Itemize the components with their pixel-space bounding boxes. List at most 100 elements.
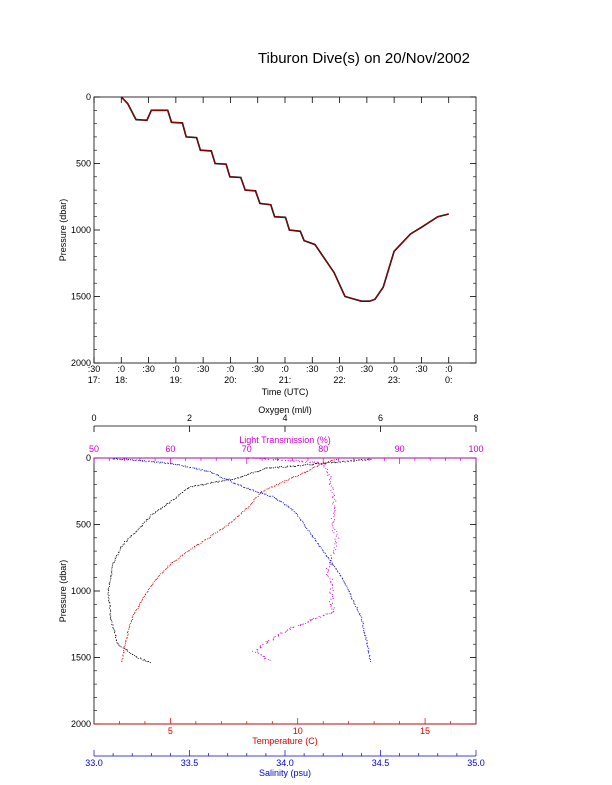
salinity-point	[207, 470, 209, 472]
temperature-point	[292, 476, 295, 478]
oxygen-point	[178, 494, 180, 496]
oxygen-point	[180, 493, 182, 495]
oxygen-point	[282, 466, 284, 468]
temperature-point	[311, 467, 313, 469]
light-point	[328, 601, 331, 603]
light-point	[263, 658, 265, 660]
light-tick-label: 100	[468, 444, 483, 454]
oxygen-point	[126, 541, 128, 543]
oxygen-point	[117, 554, 119, 556]
temperature-point	[254, 497, 256, 499]
oxygen-point	[129, 536, 131, 538]
light-point	[265, 458, 267, 460]
temperature-point	[196, 543, 198, 546]
light-point	[336, 533, 338, 535]
temperature-point	[163, 570, 165, 572]
oxygen-point	[145, 520, 147, 522]
temperature-point	[179, 557, 181, 559]
oxygen-point	[165, 503, 167, 505]
light-axis-label: Light Transmission (%)	[239, 435, 331, 445]
temperature-point	[214, 532, 217, 534]
light-point	[301, 460, 303, 462]
oxygen-point	[257, 471, 259, 473]
oxygen-point	[112, 626, 114, 629]
temperature-point	[232, 519, 234, 521]
temperature-point	[173, 560, 175, 562]
temperature-point	[248, 506, 250, 508]
oxygen-point	[300, 465, 302, 467]
salinity-point	[367, 646, 369, 648]
oxygen-point	[359, 459, 361, 461]
temperature-point	[155, 578, 158, 580]
oxygen-point	[254, 471, 256, 473]
salinity-point	[163, 462, 165, 464]
y-tick-label: 1000	[71, 225, 91, 235]
salinity-point	[139, 460, 142, 462]
oxygen-point	[121, 545, 123, 547]
oxygen-point	[247, 473, 249, 475]
light-point	[317, 462, 320, 464]
salinity-point	[130, 459, 132, 461]
oxygen-point	[110, 618, 112, 620]
temperature-point	[177, 558, 179, 560]
temperature-point	[294, 476, 296, 478]
light-point	[330, 580, 332, 582]
light-point	[309, 619, 311, 621]
salinity-point	[142, 460, 144, 462]
oxygen-tick-label: 8	[473, 413, 478, 423]
light-point	[334, 528, 336, 531]
oxygen-point	[112, 624, 114, 626]
oxygen-point	[118, 644, 120, 646]
oxygen-point	[111, 570, 113, 572]
oxygen-point	[113, 629, 115, 631]
light-point	[273, 636, 275, 638]
temperature-point	[299, 473, 301, 475]
temperature-axis-label: Temperature (C)	[252, 736, 318, 746]
temperature-point	[183, 553, 185, 555]
light-point	[329, 613, 331, 615]
salinity-point	[346, 587, 348, 589]
light-point	[297, 624, 299, 627]
oxygen-point	[348, 460, 350, 462]
temperature-point	[280, 482, 282, 484]
salinity-point	[165, 462, 167, 464]
oxygen-point	[115, 637, 117, 639]
oxygen-point	[211, 481, 213, 483]
light-tick-label: 70	[242, 444, 252, 454]
x-tick-label: :30	[361, 364, 374, 374]
light-point	[332, 496, 334, 498]
light-point	[333, 520, 335, 522]
oxygen-point	[361, 459, 363, 461]
temperature-point	[171, 561, 174, 563]
oxygen-point	[192, 486, 194, 488]
salinity-point	[219, 476, 221, 478]
salinity-point	[320, 547, 322, 549]
light-tick-label: 60	[165, 444, 175, 454]
salinity-point	[113, 458, 115, 460]
oxygen-point	[138, 527, 140, 529]
temperature-point	[288, 479, 290, 481]
temperature-point	[130, 620, 132, 622]
oxygen-point	[114, 630, 116, 632]
temperature-point	[247, 507, 249, 509]
salinity-point	[128, 459, 130, 461]
oxygen-point	[107, 591, 109, 593]
y-tick-label: 500	[76, 520, 91, 530]
salinity-point	[299, 517, 301, 519]
oxygen-point	[108, 600, 110, 602]
salinity-point	[209, 470, 211, 472]
light-point	[272, 639, 274, 641]
oxygen-point	[152, 513, 154, 515]
light-point	[301, 624, 303, 626]
salinity-point	[365, 637, 367, 639]
light-point	[327, 569, 329, 571]
light-point	[281, 459, 283, 462]
temperature-point	[255, 497, 257, 499]
light-point	[307, 621, 309, 623]
temperature-point	[303, 471, 306, 473]
salinity-point	[343, 581, 345, 583]
salinity-point	[356, 606, 358, 609]
salinity-point	[331, 563, 333, 565]
salinity-point	[195, 467, 197, 469]
x-tick-label: :0	[118, 364, 126, 374]
